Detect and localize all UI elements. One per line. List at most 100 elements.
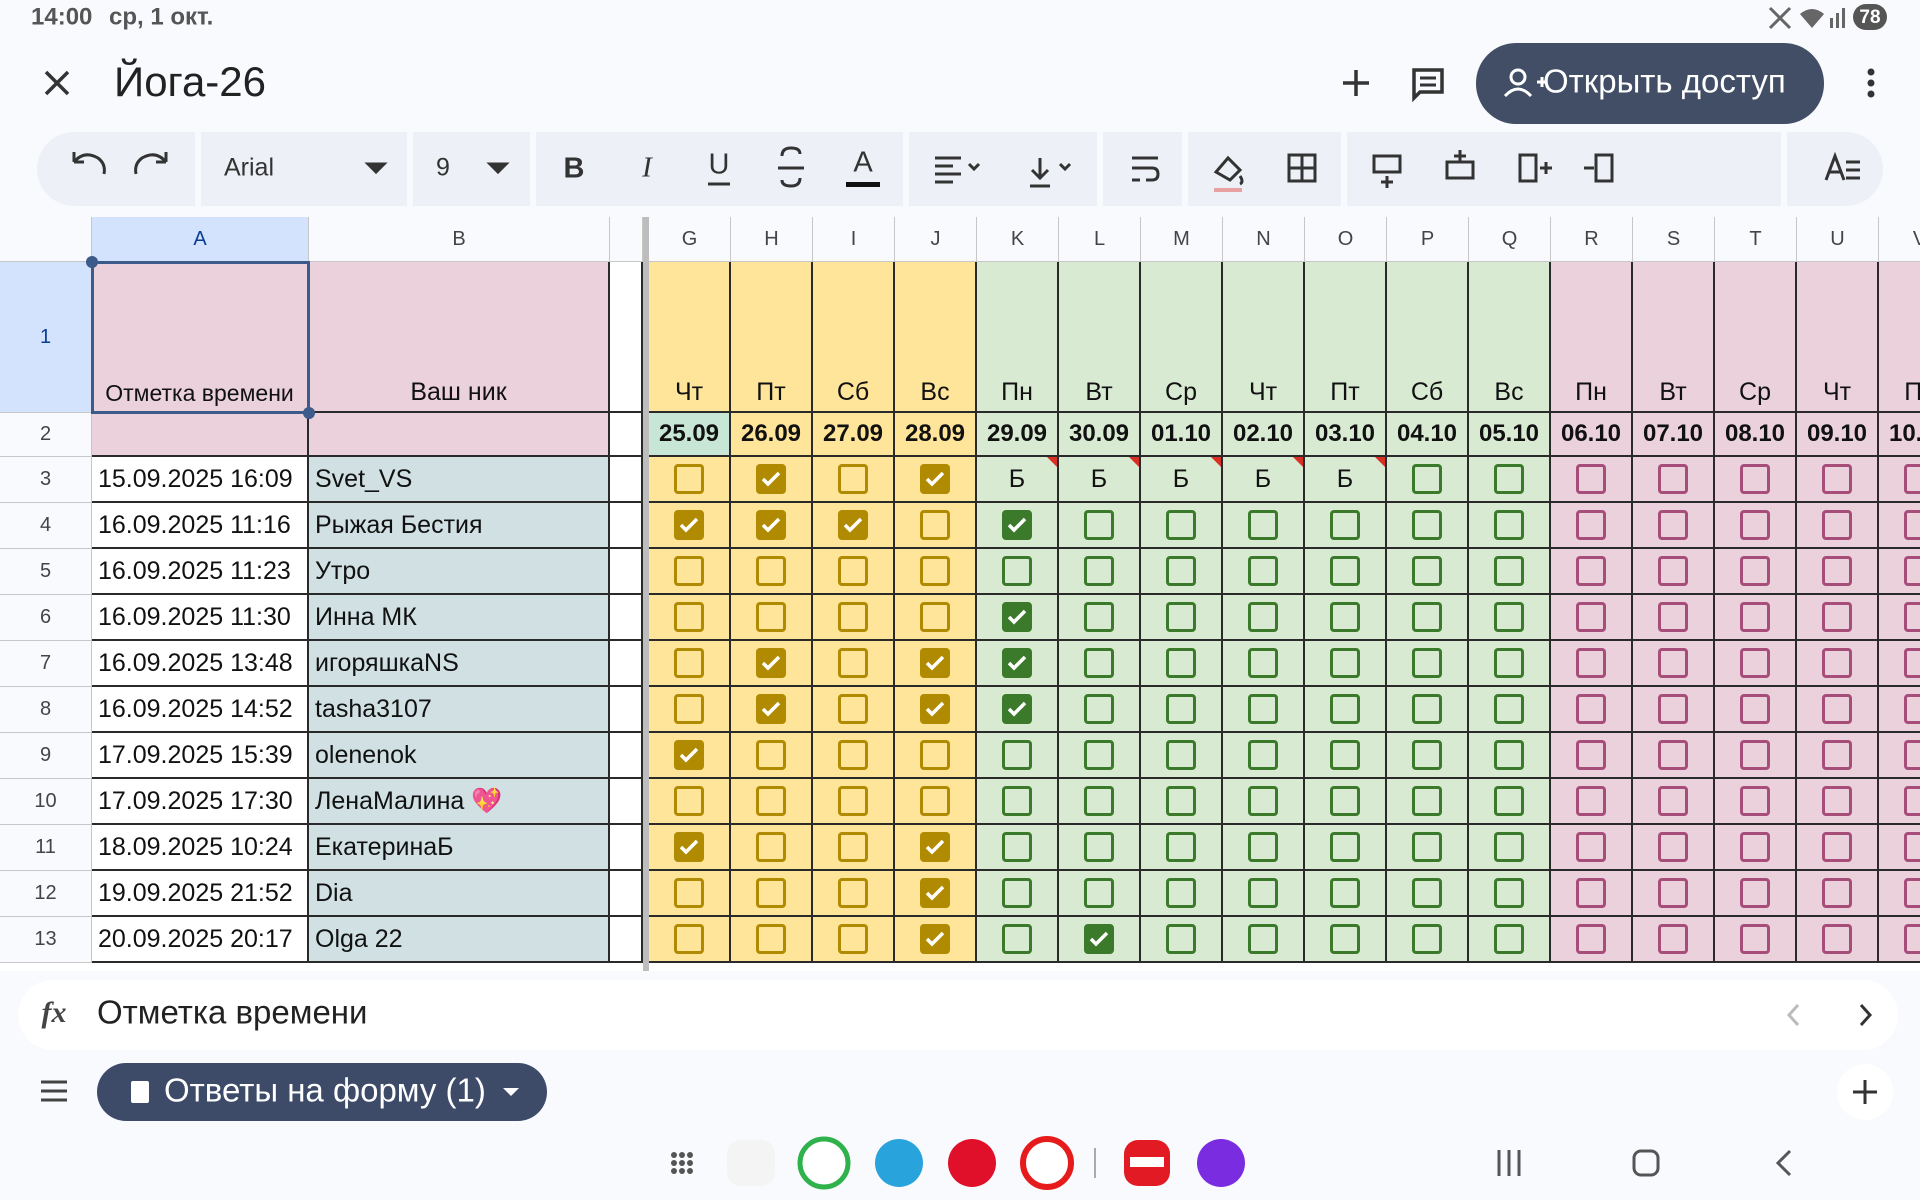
row-header[interactable]: 4 xyxy=(0,503,92,549)
checkbox[interactable] xyxy=(1002,694,1032,724)
app-icon[interactable] xyxy=(875,1139,923,1187)
check-cell[interactable] xyxy=(1223,779,1305,825)
check-cell[interactable] xyxy=(1551,457,1633,503)
checkbox[interactable] xyxy=(1166,786,1196,816)
font-size-selector[interactable]: 9 xyxy=(436,154,450,182)
check-cell[interactable] xyxy=(1797,733,1879,779)
check-cell[interactable] xyxy=(895,779,977,825)
check-cell[interactable] xyxy=(1797,687,1879,733)
checkbox[interactable] xyxy=(1412,878,1442,908)
checkbox[interactable] xyxy=(756,832,786,862)
checkbox[interactable] xyxy=(1658,740,1688,770)
checkbox[interactable] xyxy=(920,694,950,724)
check-cell[interactable] xyxy=(1715,457,1797,503)
checkbox[interactable] xyxy=(920,924,950,954)
check-cell[interactable] xyxy=(649,871,731,917)
checkbox[interactable] xyxy=(1576,786,1606,816)
check-cell[interactable] xyxy=(895,733,977,779)
check-cell[interactable] xyxy=(1223,641,1305,687)
checkbox[interactable] xyxy=(838,786,868,816)
checkbox[interactable] xyxy=(674,464,704,494)
checkbox[interactable] xyxy=(674,648,704,678)
check-cell[interactable] xyxy=(1059,687,1141,733)
check-cell[interactable] xyxy=(1879,549,1920,595)
timestamp-cell[interactable]: 16.09.2025 14:52 xyxy=(92,687,309,733)
date-cell[interactable]: 09.10 xyxy=(1797,413,1879,457)
check-cell[interactable] xyxy=(813,779,895,825)
checkbox[interactable] xyxy=(1822,464,1852,494)
check-cell[interactable] xyxy=(1387,825,1469,871)
column-header[interactable]: P xyxy=(1387,217,1469,262)
row-header[interactable]: 8 xyxy=(0,687,92,733)
check-cell[interactable] xyxy=(1551,733,1633,779)
checkbox[interactable] xyxy=(1740,924,1770,954)
comments-button[interactable] xyxy=(1412,68,1444,103)
checkbox[interactable] xyxy=(674,694,704,724)
checkbox[interactable] xyxy=(920,878,950,908)
checkbox[interactable] xyxy=(1248,694,1278,724)
checkbox[interactable] xyxy=(838,694,868,724)
checkbox[interactable] xyxy=(1248,832,1278,862)
check-cell[interactable] xyxy=(977,503,1059,549)
check-cell[interactable] xyxy=(731,687,813,733)
check-cell[interactable] xyxy=(731,825,813,871)
checkbox[interactable] xyxy=(756,464,786,494)
check-cell[interactable] xyxy=(977,641,1059,687)
check-cell[interactable] xyxy=(1141,595,1223,641)
checkbox[interactable] xyxy=(1330,832,1360,862)
checkbox[interactable] xyxy=(1494,832,1524,862)
checkbox[interactable] xyxy=(1166,556,1196,586)
checkbox[interactable] xyxy=(1412,832,1442,862)
column-header[interactable]: K xyxy=(977,217,1059,262)
date-cell[interactable]: 28.09 xyxy=(895,413,977,457)
checkbox[interactable] xyxy=(1658,924,1688,954)
check-cell[interactable] xyxy=(977,549,1059,595)
check-cell[interactable] xyxy=(1305,825,1387,871)
sheet-tab-menu[interactable] xyxy=(503,1088,519,1096)
check-cell[interactable] xyxy=(1469,595,1551,641)
check-cell[interactable] xyxy=(1305,595,1387,641)
share-button[interactable] xyxy=(1476,43,1824,124)
check-cell[interactable] xyxy=(1551,595,1633,641)
column-header[interactable]: H xyxy=(731,217,813,262)
check-cell[interactable] xyxy=(1387,733,1469,779)
day-cell[interactable]: Чт xyxy=(649,262,731,413)
all-sheets-button[interactable] xyxy=(41,1080,67,1102)
sheet-tab[interactable] xyxy=(97,1063,547,1121)
check-cell[interactable] xyxy=(1059,825,1141,871)
check-cell[interactable] xyxy=(1633,549,1715,595)
check-cell[interactable] xyxy=(1715,825,1797,871)
column-header[interactable]: Q xyxy=(1469,217,1551,262)
checkbox[interactable] xyxy=(1576,510,1606,540)
checkbox[interactable] xyxy=(1904,924,1920,954)
nick-cell[interactable]: Svet_VS xyxy=(309,457,610,503)
checkbox[interactable] xyxy=(674,602,704,632)
check-cell[interactable] xyxy=(1551,503,1633,549)
check-cell[interactable] xyxy=(649,549,731,595)
check-cell[interactable] xyxy=(1223,595,1305,641)
checkbox[interactable] xyxy=(1740,694,1770,724)
checkbox[interactable] xyxy=(1904,832,1920,862)
checkbox[interactable] xyxy=(1822,786,1852,816)
column-header[interactable]: B xyxy=(309,217,610,262)
check-cell[interactable] xyxy=(649,641,731,687)
check-cell[interactable] xyxy=(1715,641,1797,687)
date-cell[interactable]: 27.09 xyxy=(813,413,895,457)
spreadsheet-grid[interactable]: ABGHIJKLMNOPQRSTUV12345678910111213Отмет… xyxy=(0,217,1920,971)
checkbox[interactable] xyxy=(1576,694,1606,724)
checkbox[interactable] xyxy=(674,832,704,862)
date-cell[interactable]: 29.09 xyxy=(977,413,1059,457)
nick-cell[interactable]: ЕкатеринаБ xyxy=(309,825,610,871)
checkbox[interactable] xyxy=(756,556,786,586)
check-cell[interactable] xyxy=(895,917,977,963)
checkbox[interactable] xyxy=(1576,602,1606,632)
column-header[interactable]: U xyxy=(1797,217,1879,262)
column-header[interactable]: M xyxy=(1141,217,1223,262)
check-cell[interactable] xyxy=(895,549,977,595)
checkbox[interactable] xyxy=(1494,786,1524,816)
checkbox[interactable] xyxy=(1412,602,1442,632)
date-cell[interactable]: 08.10 xyxy=(1715,413,1797,457)
check-cell[interactable] xyxy=(1141,687,1223,733)
timestamp-cell[interactable]: 18.09.2025 10:24 xyxy=(92,825,309,871)
checkbox[interactable] xyxy=(1904,556,1920,586)
